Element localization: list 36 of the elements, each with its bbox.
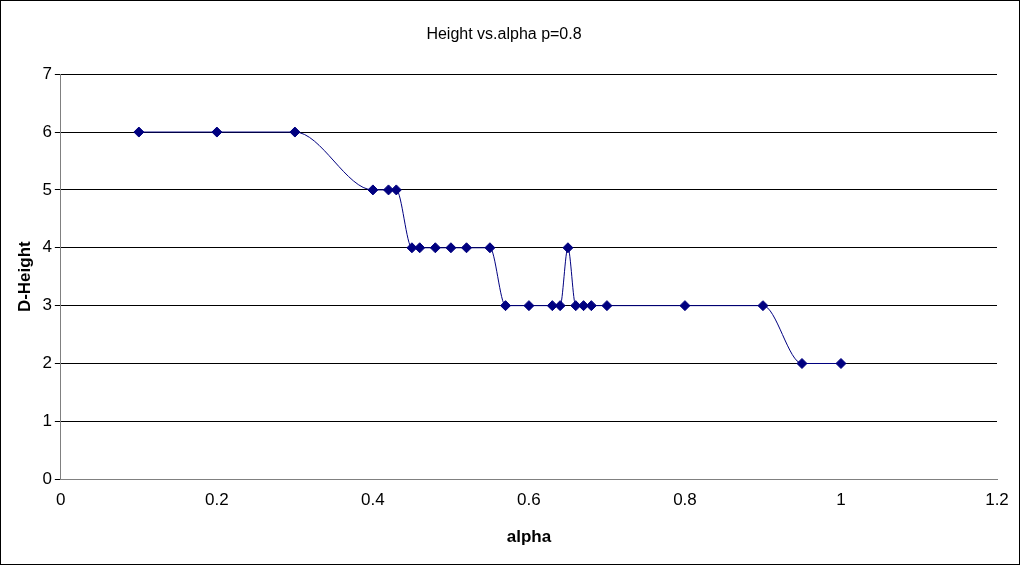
y-tick-label: 7 xyxy=(42,63,52,83)
y-tick-label: 3 xyxy=(42,295,52,315)
point xyxy=(133,126,145,138)
x-tick-label: 0.4 xyxy=(361,490,385,510)
x-tick-label: 0.2 xyxy=(205,490,229,510)
point xyxy=(757,300,769,312)
x-axis-title: alpha xyxy=(506,527,552,547)
x-tick-label: 0.6 xyxy=(517,490,541,510)
point xyxy=(211,126,223,138)
point xyxy=(484,242,496,254)
point xyxy=(601,300,613,312)
y-tick-label: 0 xyxy=(42,468,52,488)
x-tick-label: 0 xyxy=(56,490,66,510)
x-tick-label: 0.8 xyxy=(673,490,697,510)
point xyxy=(414,242,426,254)
point xyxy=(546,300,558,312)
point xyxy=(835,357,847,369)
point xyxy=(367,184,379,196)
y-tick-label: 6 xyxy=(42,121,52,141)
x-tick-label: 1 xyxy=(836,490,846,510)
y-tick-label: 1 xyxy=(42,411,52,431)
point xyxy=(796,357,808,369)
point xyxy=(289,126,301,138)
y-tick-label: 5 xyxy=(42,179,52,199)
point xyxy=(500,300,512,312)
point xyxy=(562,242,574,254)
y-tick-label: 2 xyxy=(42,353,52,373)
chart-title: Height vs.alpha p=0.8 xyxy=(426,25,582,43)
point xyxy=(461,242,473,254)
y-axis-title: D-Height xyxy=(14,240,34,313)
x-tick-label: 1.2 xyxy=(985,490,1009,510)
point xyxy=(429,242,441,254)
point xyxy=(445,242,457,254)
point xyxy=(679,300,691,312)
y-tick-label: 4 xyxy=(42,237,52,257)
point xyxy=(523,300,535,312)
